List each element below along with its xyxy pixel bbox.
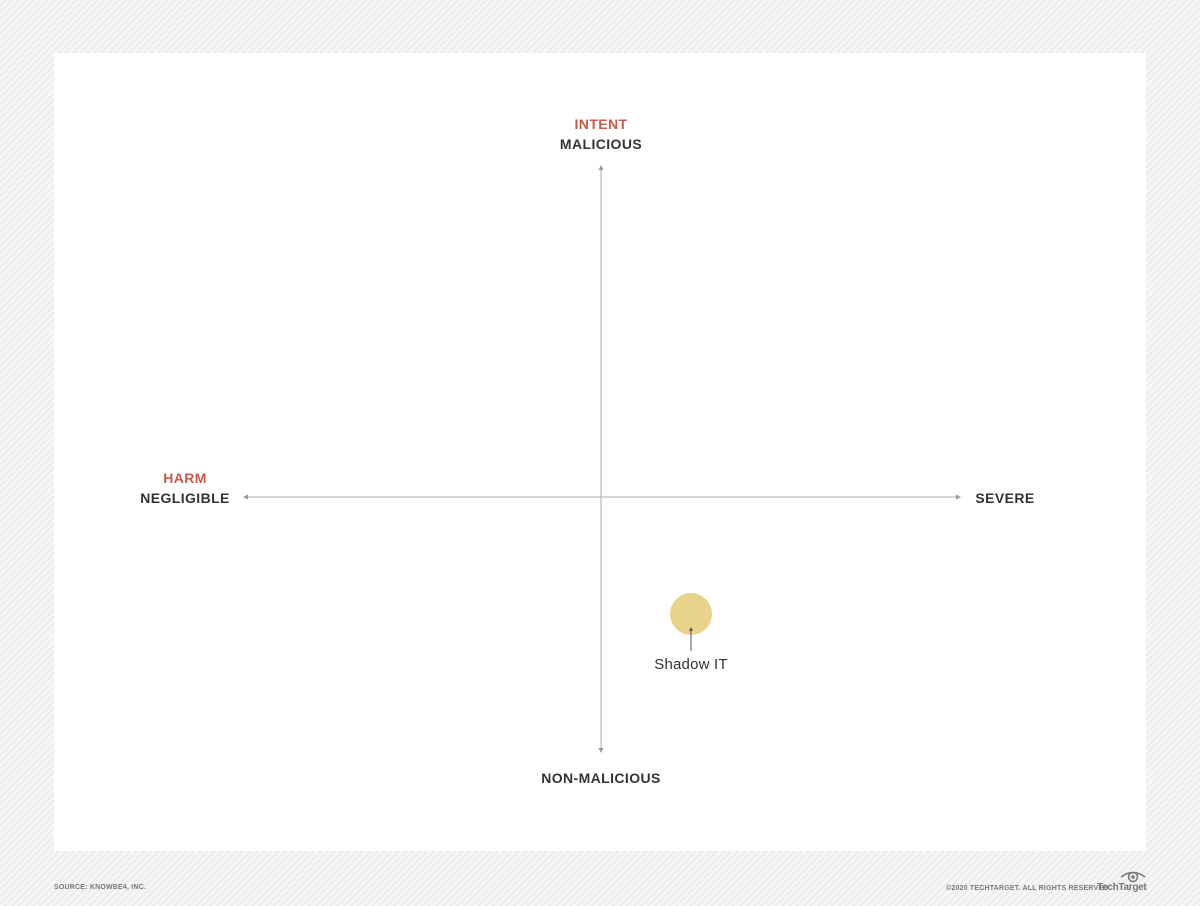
- intent-bottom-label: NON-MALICIOUS: [541, 770, 661, 786]
- harm-axis-title: HARM: [163, 470, 207, 486]
- shadow-it-label: Shadow IT: [654, 656, 728, 673]
- leader-arrow-icon: [689, 627, 693, 631]
- arrow-up-icon: [598, 165, 604, 170]
- point-marker: [670, 593, 712, 635]
- arrow-down-icon: [598, 748, 604, 753]
- intent-axis-title: INTENT: [574, 116, 628, 132]
- horizontal-harm-axis: [243, 494, 961, 500]
- source-note: SOURCE: KNOWBE4, INC.: [54, 884, 147, 891]
- harm-left-label: NEGLIGIBLE: [140, 490, 230, 506]
- harm-right-label: SEVERE: [975, 490, 1035, 506]
- arrow-left-icon: [243, 494, 248, 500]
- shadow-it-point: [670, 593, 712, 651]
- intent-top-label: MALICIOUS: [559, 136, 643, 152]
- arrow-right-icon: [956, 494, 961, 500]
- brand-name: TechTarget: [1097, 882, 1147, 893]
- vertical-intent-axis: [598, 165, 604, 753]
- eye-icon: [1120, 871, 1146, 883]
- diagram-panel: [54, 53, 1146, 851]
- copyright-note: ©2020 TECHTARGET. ALL RIGHTS RESERVED: [946, 885, 1109, 892]
- brand-logo: TechTarget: [1097, 868, 1149, 896]
